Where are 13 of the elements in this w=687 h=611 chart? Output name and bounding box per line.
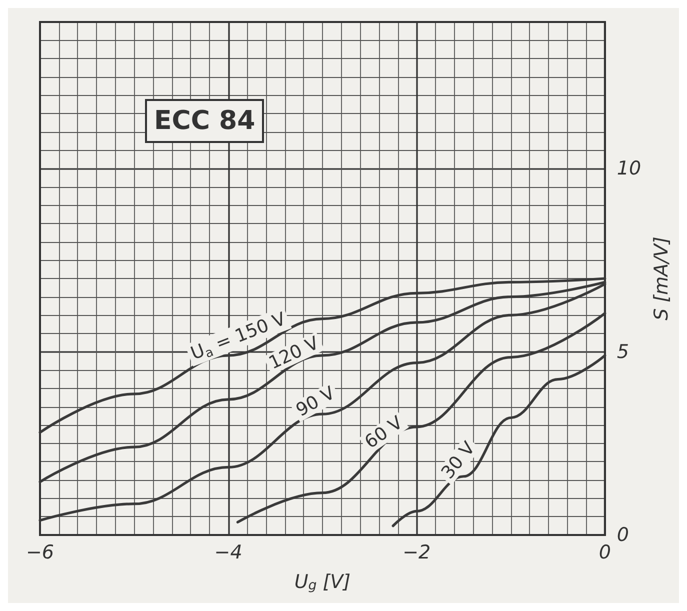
text: 90 V	[292, 382, 340, 422]
text: 60 V	[361, 412, 408, 454]
text: 120 V	[266, 332, 323, 374]
y-tick-label: 10	[616, 158, 642, 180]
x-tick-label: −4	[214, 542, 242, 564]
text: 30 V	[437, 438, 480, 484]
y-tick-label: 5	[616, 340, 630, 363]
x-tick-label: 0	[598, 542, 611, 564]
text: ECC 84	[154, 106, 256, 136]
x-tick-label: −6	[26, 542, 54, 564]
y-axis-title: S [mA/V]	[650, 236, 672, 320]
x-tick-label: −2	[402, 542, 431, 564]
y-tick-label: 0	[616, 524, 630, 546]
